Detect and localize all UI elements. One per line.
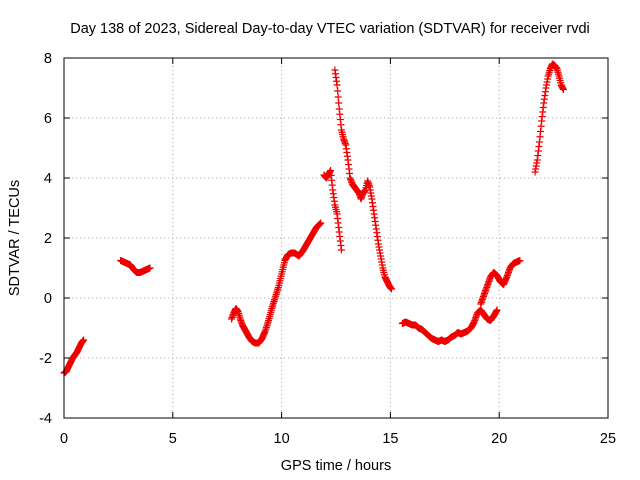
grid xyxy=(64,58,608,418)
data-points xyxy=(60,60,567,377)
data-point xyxy=(337,246,345,254)
x-tick-label: 20 xyxy=(491,431,507,447)
y-axis-label: SDTVAR / TECUs xyxy=(7,180,23,296)
x-tick-label: 0 xyxy=(60,431,68,447)
x-tick-label: 10 xyxy=(274,431,290,447)
y-tick-label: 0 xyxy=(44,291,52,307)
data-point xyxy=(335,99,343,107)
data-point xyxy=(334,93,342,101)
x-axis-label: GPS time / hours xyxy=(281,458,391,474)
segment-5 xyxy=(331,66,395,293)
data-point xyxy=(516,257,524,264)
y-tick-label: 2 xyxy=(44,231,52,247)
x-tick-label: 5 xyxy=(169,431,177,447)
data-point xyxy=(493,306,501,314)
data-point xyxy=(387,285,395,293)
data-point xyxy=(80,336,88,344)
plot-frame xyxy=(63,57,609,419)
data-point xyxy=(559,86,567,93)
data-point xyxy=(333,81,341,89)
segment-3 xyxy=(228,219,325,347)
axis-ticks: 0 5 10 15 20 25 -4 -2 0 2 4 6 8 xyxy=(39,51,616,447)
segment-4 xyxy=(320,167,345,254)
segment-7 xyxy=(477,257,524,308)
segment-2 xyxy=(117,257,154,276)
segment-8 xyxy=(531,60,567,176)
y-tick-label: -2 xyxy=(39,351,52,367)
segment-6 xyxy=(398,306,501,345)
data-point xyxy=(146,264,154,272)
chart-title: Day 138 of 2023, Sidereal Day-to-day VTE… xyxy=(70,21,590,37)
data-point xyxy=(334,87,342,95)
x-tick-label: 25 xyxy=(600,431,616,447)
x-tick-label: 15 xyxy=(382,431,398,447)
y-tick-label: 8 xyxy=(44,51,52,67)
y-tick-label: -4 xyxy=(39,411,52,427)
y-tick-label: 6 xyxy=(44,111,52,127)
segment-1 xyxy=(60,336,88,377)
data-point xyxy=(317,219,325,227)
y-tick-label: 4 xyxy=(44,171,52,187)
